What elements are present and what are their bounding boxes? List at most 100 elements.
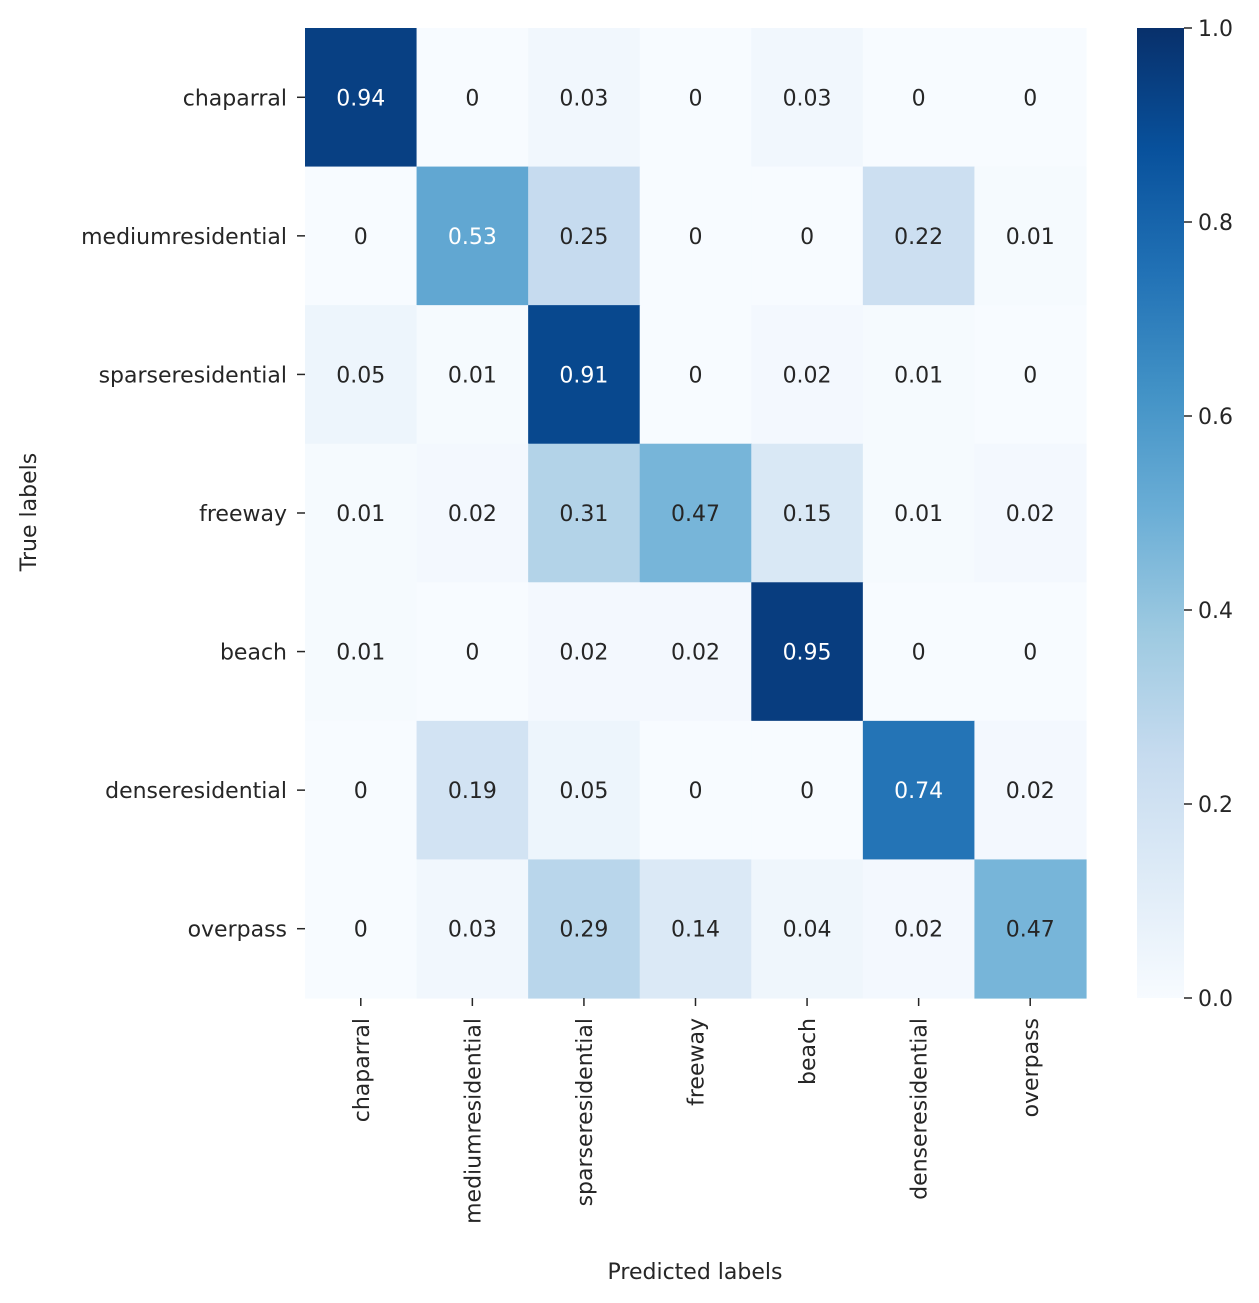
cell-value-label: 0 bbox=[912, 86, 926, 111]
heatmap-cell bbox=[416, 443, 529, 583]
heatmap-cell bbox=[639, 166, 752, 306]
cell-value-label: 0.22 bbox=[894, 225, 943, 250]
cell-value-label: 0.01 bbox=[336, 641, 385, 666]
x-tick-label: beach bbox=[796, 1018, 821, 1085]
heatmap-cell bbox=[305, 582, 418, 722]
heatmap-cell bbox=[751, 166, 864, 306]
heatmap-cell bbox=[639, 443, 752, 583]
heatmap-cell bbox=[862, 443, 976, 583]
cell-value-label: 0.05 bbox=[559, 779, 608, 804]
heatmap-cell bbox=[305, 305, 418, 445]
cell-value-label: 0 bbox=[465, 641, 479, 666]
cell-value-label: 0 bbox=[1023, 641, 1037, 666]
x-tick-label: sparseresidential bbox=[573, 1018, 598, 1206]
cell-value-label: 0.47 bbox=[1006, 918, 1055, 943]
cell-value-label: 0.47 bbox=[671, 502, 720, 527]
cell-value-label: 0 bbox=[354, 225, 368, 250]
cell-value-label: 0 bbox=[1023, 86, 1037, 111]
heatmap-cell bbox=[639, 28, 752, 168]
heatmap-cell bbox=[862, 582, 976, 722]
colorbar-gradient bbox=[1137, 28, 1184, 998]
cell-value-label: 0 bbox=[465, 86, 479, 111]
heatmap-cells bbox=[305, 28, 1087, 999]
x-tick-label: chaparral bbox=[350, 1018, 375, 1122]
heatmap-cell bbox=[305, 859, 418, 999]
heatmap-cell bbox=[416, 859, 529, 999]
y-tick-label: freeway bbox=[199, 502, 287, 527]
heatmap-cell bbox=[528, 166, 641, 306]
heatmap-cell bbox=[751, 582, 864, 722]
cell-value-label: 0.29 bbox=[559, 918, 608, 943]
cell-value-label: 0.05 bbox=[336, 363, 385, 388]
colorbar-tick-label: 0.2 bbox=[1198, 793, 1233, 818]
cell-value-label: 0.31 bbox=[559, 502, 608, 527]
cell-value-label: 0.25 bbox=[559, 225, 608, 250]
heatmap-cell bbox=[751, 305, 864, 445]
cell-value-label: 0.53 bbox=[448, 225, 497, 250]
cell-value-label: 0.03 bbox=[448, 918, 497, 943]
cell-value-label: 0 bbox=[688, 779, 702, 804]
heatmap-cell bbox=[974, 720, 1087, 861]
cell-value-label: 0.02 bbox=[894, 918, 943, 943]
cell-value-label: 0.94 bbox=[336, 86, 385, 111]
heatmap-cell bbox=[416, 28, 529, 168]
heatmap-cell bbox=[751, 859, 864, 999]
heatmap-cell bbox=[639, 720, 752, 861]
heatmap-cell bbox=[528, 720, 641, 861]
heatmap-cell bbox=[639, 305, 752, 445]
cell-value-label: 0.14 bbox=[671, 918, 720, 943]
heatmap-cell bbox=[751, 28, 864, 168]
cell-value-label: 0.04 bbox=[783, 918, 832, 943]
heatmap-cell bbox=[974, 443, 1087, 583]
cell-value-label: 0.19 bbox=[448, 779, 497, 804]
cell-value-label: 0.02 bbox=[671, 641, 720, 666]
cell-value-label: 0.03 bbox=[559, 86, 608, 111]
x-tick-label: denseresidential bbox=[908, 1018, 933, 1200]
cell-value-label: 0.01 bbox=[894, 502, 943, 527]
heatmap-cell bbox=[305, 166, 418, 306]
cell-value-label: 0 bbox=[800, 779, 814, 804]
cell-value-label: 0.95 bbox=[783, 641, 832, 666]
heatmap-cell bbox=[751, 720, 864, 861]
heatmap-cell bbox=[862, 28, 976, 168]
heatmap-cell bbox=[528, 859, 641, 999]
cell-value-label: 0 bbox=[688, 86, 702, 111]
x-axis-title: Predicted labels bbox=[608, 1260, 783, 1285]
colorbar-tick-label: 0.4 bbox=[1198, 599, 1233, 624]
cell-value-label: 0 bbox=[354, 918, 368, 943]
y-tick-label: denseresidential bbox=[105, 779, 287, 804]
cell-value-label: 0.74 bbox=[894, 779, 943, 804]
heatmap-cell bbox=[416, 166, 529, 306]
x-tick-label: overpass bbox=[1019, 1018, 1044, 1117]
cell-value-label: 0.02 bbox=[559, 641, 608, 666]
heatmap-cell bbox=[862, 166, 976, 306]
colorbar: 0.0 0.2 0.4 0.6 0.8 1.0 bbox=[1137, 17, 1233, 1012]
cell-value-label: 0.91 bbox=[559, 363, 608, 388]
y-tick-label: mediumresidential bbox=[81, 225, 287, 250]
heatmap-cell bbox=[528, 28, 641, 168]
heatmap-cell bbox=[305, 443, 418, 583]
y-axis-title: True labels bbox=[17, 453, 42, 572]
cell-value-label: 0.01 bbox=[448, 363, 497, 388]
y-tick-label: beach bbox=[220, 641, 287, 666]
cell-value-label: 0.01 bbox=[894, 363, 943, 388]
cell-value-label: 0.01 bbox=[336, 502, 385, 527]
cell-value-label: 0.02 bbox=[448, 502, 497, 527]
heatmap-cell bbox=[862, 859, 976, 999]
heatmap-cell bbox=[751, 443, 864, 583]
cell-value-label: 0.02 bbox=[1006, 779, 1055, 804]
y-tick-label: overpass bbox=[188, 918, 287, 943]
colorbar-tick-label: 0.8 bbox=[1198, 211, 1233, 236]
heatmap-cell bbox=[416, 720, 529, 861]
heatmap-cell bbox=[862, 305, 976, 445]
cell-value-label: 0 bbox=[912, 641, 926, 666]
heatmap-cell bbox=[528, 443, 641, 583]
heatmap-cell bbox=[639, 582, 752, 722]
x-tick-label: freeway bbox=[684, 1018, 709, 1106]
colorbar-tick-label: 0.6 bbox=[1198, 405, 1233, 430]
colorbar-ticks: 0.0 0.2 0.4 0.6 0.8 1.0 bbox=[1184, 17, 1233, 1012]
colorbar-tick-label: 0.0 bbox=[1198, 987, 1233, 1012]
heatmap-cell bbox=[305, 720, 418, 861]
y-tick-label: chaparral bbox=[183, 86, 287, 111]
